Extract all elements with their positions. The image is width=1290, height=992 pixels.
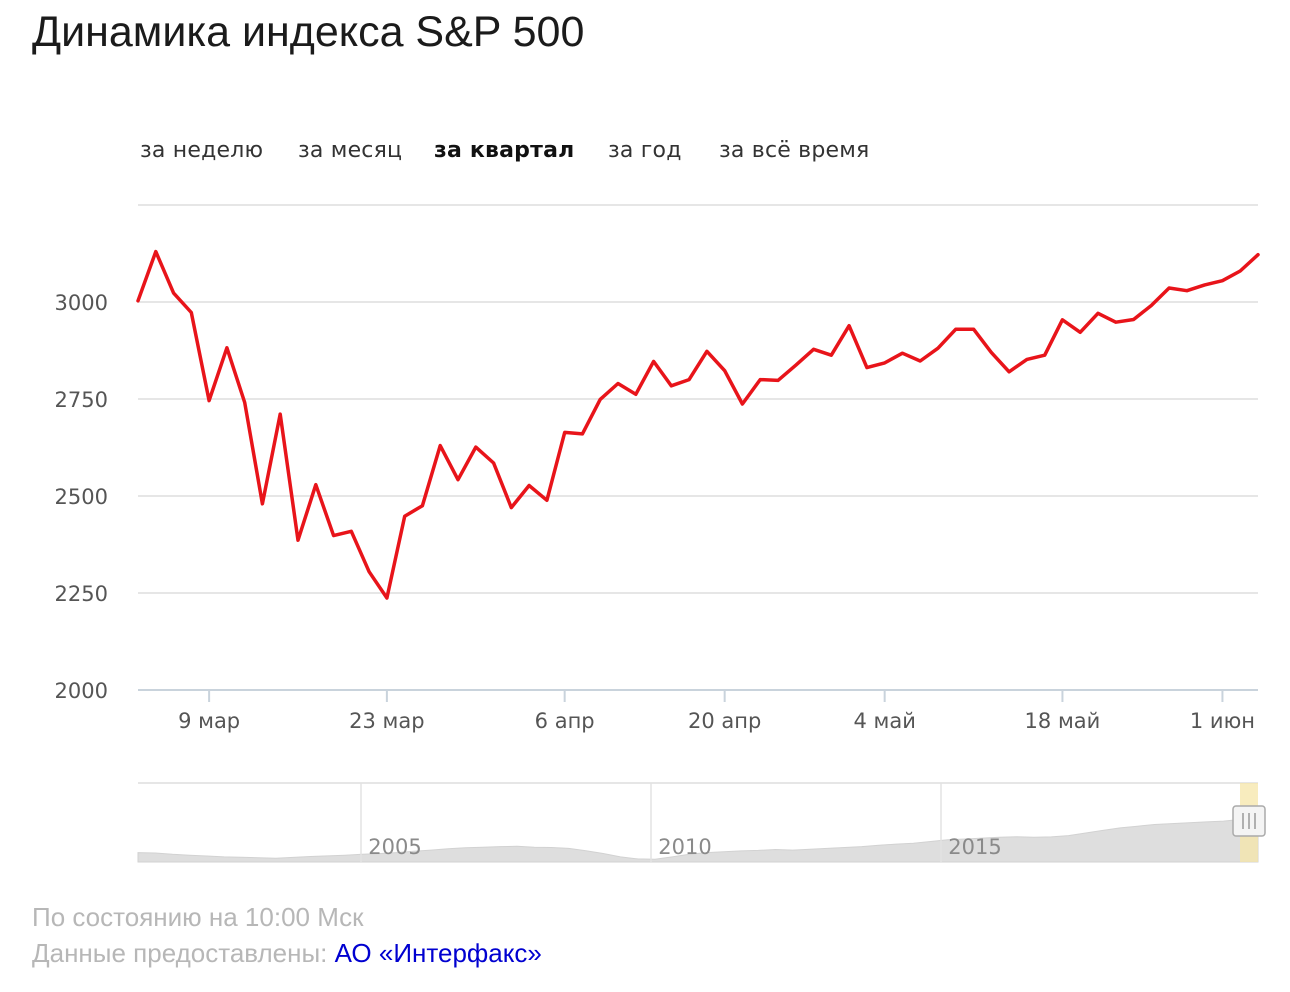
x-tick-label: 23 мар	[349, 709, 424, 733]
source-line: Данные предоставлены: АО «Интерфакс»	[32, 938, 542, 969]
overview-area	[137, 818, 1259, 863]
x-tick-label: 9 мар	[178, 709, 240, 733]
y-tick-label: 2000	[55, 679, 108, 703]
overview-year-label: 2015	[948, 835, 1001, 859]
source-prefix: Данные предоставлены:	[32, 938, 328, 968]
tab-year[interactable]: за год	[608, 138, 682, 163]
overview-navigator[interactable]: 2005 2010 2015	[137, 782, 1266, 863]
tab-week[interactable]: за неделю	[140, 138, 264, 163]
y-tick-label: 3000	[55, 291, 108, 315]
tab-quarter[interactable]: за квартал	[434, 138, 575, 163]
x-axis: 9 мар 23 мар 6 апр 20 апр 4 май 18 май 1 июн	[178, 690, 1255, 733]
page-title: Динамика индекса S&P 500	[32, 8, 585, 56]
x-tick-label: 1 июн	[1190, 709, 1255, 733]
overview-year-label: 2005	[368, 835, 421, 859]
series-line	[136, 249, 1260, 600]
source-link[interactable]: АО «Интерфакс»	[334, 938, 542, 968]
status-text: По состоянию на 10:00 Мск	[32, 902, 364, 932]
y-tick-label: 2750	[55, 388, 108, 412]
tab-month[interactable]: за месяц	[298, 138, 403, 163]
series-layer	[136, 249, 1260, 600]
y-tick-label: 2500	[55, 485, 108, 509]
x-tick-label: 6 апр	[535, 709, 595, 733]
x-tick-label: 18 май	[1025, 709, 1101, 733]
x-tick-label: 20 апр	[688, 709, 761, 733]
y-tick-label: 2250	[55, 582, 108, 606]
overview-year-label: 2010	[658, 835, 711, 859]
grid-lines	[138, 204, 1258, 691]
tab-all-time[interactable]: за всё время	[719, 138, 870, 163]
y-axis: 2000 2250 2500 2750 3000	[55, 291, 108, 703]
x-tick-label: 4 май	[853, 709, 915, 733]
